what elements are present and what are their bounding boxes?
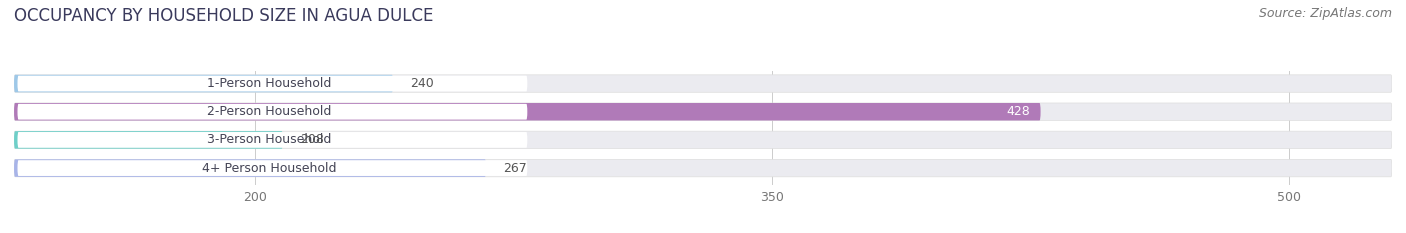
Text: 3-Person Household: 3-Person Household <box>207 134 332 146</box>
FancyBboxPatch shape <box>14 131 283 149</box>
FancyBboxPatch shape <box>14 131 1392 149</box>
FancyBboxPatch shape <box>14 75 394 92</box>
Text: 2-Person Household: 2-Person Household <box>207 105 332 118</box>
FancyBboxPatch shape <box>17 132 527 148</box>
Text: OCCUPANCY BY HOUSEHOLD SIZE IN AGUA DULCE: OCCUPANCY BY HOUSEHOLD SIZE IN AGUA DULC… <box>14 7 433 25</box>
FancyBboxPatch shape <box>14 103 1392 120</box>
Text: 267: 267 <box>503 161 527 175</box>
Text: 4+ Person Household: 4+ Person Household <box>201 161 336 175</box>
FancyBboxPatch shape <box>17 76 527 91</box>
Text: 240: 240 <box>411 77 434 90</box>
Text: 208: 208 <box>299 134 323 146</box>
FancyBboxPatch shape <box>14 159 1392 177</box>
Text: Source: ZipAtlas.com: Source: ZipAtlas.com <box>1258 7 1392 20</box>
FancyBboxPatch shape <box>14 159 486 177</box>
FancyBboxPatch shape <box>17 160 527 176</box>
FancyBboxPatch shape <box>14 103 1040 120</box>
Text: 1-Person Household: 1-Person Household <box>207 77 332 90</box>
FancyBboxPatch shape <box>14 75 1392 92</box>
FancyBboxPatch shape <box>17 104 527 120</box>
Text: 428: 428 <box>1007 105 1031 118</box>
